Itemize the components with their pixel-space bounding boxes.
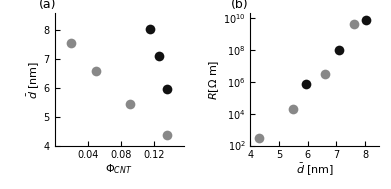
Point [363,18,369,21]
Text: (a): (a) [39,0,57,11]
Point [156,55,162,58]
Point [68,42,74,45]
Point [164,134,170,137]
Point [303,83,309,86]
Point [350,23,357,26]
Point [164,88,170,91]
Point [147,28,153,31]
Point [256,136,262,139]
Point [93,69,99,72]
Point [336,48,343,51]
Point [322,73,328,76]
Y-axis label: $\bar{d}$ [nm]: $\bar{d}$ [nm] [26,60,42,98]
X-axis label: $\it{\Phi}_{CNT}$: $\it{\Phi}_{CNT}$ [106,162,133,176]
Y-axis label: $R$[$\Omega$ m]: $R$[$\Omega$ m] [208,59,221,100]
Point [126,102,133,105]
Point [290,107,296,110]
Text: (b): (b) [231,0,249,11]
X-axis label: $\bar{d}$ [nm]: $\bar{d}$ [nm] [296,162,334,178]
